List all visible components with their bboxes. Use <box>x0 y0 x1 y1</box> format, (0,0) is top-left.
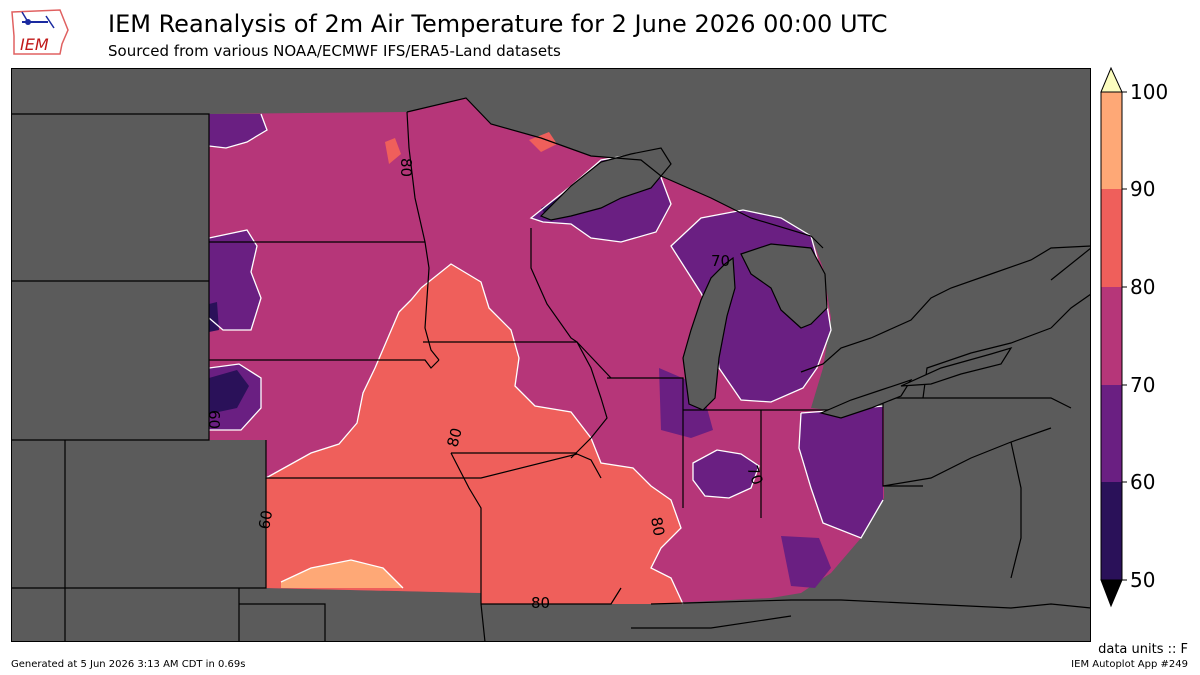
colorbar: 100 90 80 70 60 50 <box>1096 66 1200 612</box>
colorbar-tick-label: 80 <box>1130 275 1155 299</box>
contour-label: 70 <box>711 252 730 270</box>
colorbar-segment-80-90 <box>1101 189 1122 287</box>
colorbar-segment-70-80 <box>1101 287 1122 385</box>
iem-logo: IEM <box>8 6 72 58</box>
generated-timestamp: Generated at 5 Jun 2026 3:13 AM CDT in 0… <box>11 659 246 670</box>
colorbar-segment-90-100 <box>1101 92 1122 189</box>
app-label: IEM Autoplot App #249 <box>1071 659 1188 670</box>
colorbar-segment-60-70 <box>1101 385 1122 482</box>
data-units-label: data units :: F <box>1098 642 1188 657</box>
colorbar-tick-label: 60 <box>1130 470 1155 494</box>
temp-band-90-100 <box>281 560 403 588</box>
contour-lines <box>208 113 884 605</box>
colorbar-tick-label: 70 <box>1130 373 1155 397</box>
contour-label-group: 80 80 80 80 70 70 60 60 <box>205 158 767 612</box>
international-border <box>406 97 824 249</box>
contour-label: 60 <box>205 410 223 429</box>
map-frame <box>11 68 1091 642</box>
state-boundaries <box>11 111 1092 643</box>
temperature-map: 80 80 80 80 70 70 60 60 <box>11 68 1092 643</box>
colorbar-segment-50-60 <box>1101 482 1122 580</box>
colorbar-tick-label: 90 <box>1130 177 1155 201</box>
colorbar-tick-label: 50 <box>1130 568 1155 592</box>
colorbar-extend-min <box>1100 579 1123 608</box>
great-lakes <box>539 147 1013 419</box>
chart-subtitle: Sourced from various NOAA/ECMWF IFS/ERA5… <box>108 42 561 60</box>
contour-label: 60 <box>255 509 276 531</box>
chart-title: IEM Reanalysis of 2m Air Temperature for… <box>108 10 888 38</box>
contour-label: 80 <box>531 594 550 612</box>
svg-text:IEM: IEM <box>20 35 49 54</box>
colorbar-tick-label: 100 <box>1130 80 1168 104</box>
contour-label: 80 <box>647 516 668 538</box>
contour-label: 80 <box>397 158 415 177</box>
colorbar-extend-max <box>1100 66 1123 93</box>
temp-band-80-90 <box>266 132 683 604</box>
contour-label: 70 <box>743 463 766 487</box>
contour-label: 80 <box>443 426 465 449</box>
